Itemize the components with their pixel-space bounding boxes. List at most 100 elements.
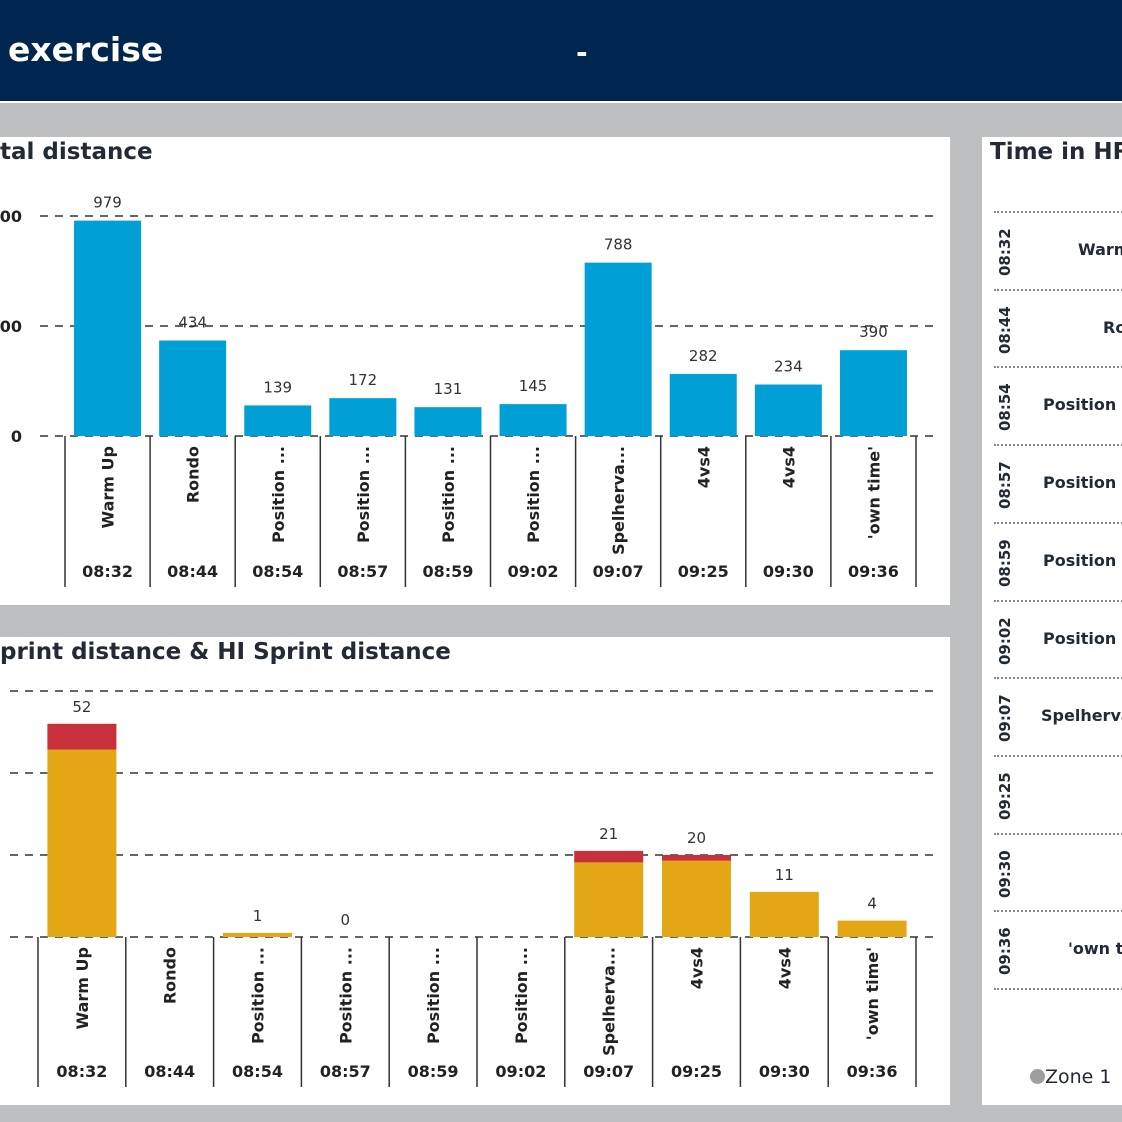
- category-label: Position ...: [269, 446, 288, 543]
- bar: [74, 220, 142, 436]
- data-label: 131: [434, 380, 463, 398]
- data-label: 434: [178, 314, 207, 332]
- chart-title: tal distance: [0, 139, 153, 165]
- bar: [499, 404, 567, 436]
- time-label: 08:59: [422, 562, 473, 581]
- total-distance-panel: tal distance 0 00 00 979 Warm Up 08:32 434 Rond…: [0, 137, 950, 605]
- hi-sprint-bar: [574, 850, 644, 863]
- row-divider: [994, 599, 1122, 602]
- time-label: 08:57: [337, 562, 388, 581]
- y-tick-label: 00: [0, 317, 22, 336]
- time-label: 09:07: [583, 1062, 634, 1081]
- row-time: 08:32: [996, 228, 1014, 276]
- row-time: 09:30: [996, 849, 1014, 898]
- time-in-hr-panel: Time in HR Zone 1 08:32 Warm 08:44 Ro 08:54 P…: [982, 137, 1122, 1105]
- bar: [244, 405, 312, 436]
- time-label: 09:02: [495, 1062, 546, 1081]
- data-label: 979: [93, 194, 122, 212]
- category-label: Warm Up: [99, 446, 118, 528]
- data-label: 0: [341, 911, 351, 929]
- category-label: 'own time': [864, 446, 883, 539]
- row-time: 09:07: [996, 694, 1014, 743]
- legend-label: Zone 1: [1045, 1066, 1112, 1088]
- time-label: 09:36: [848, 562, 899, 581]
- category-label: 'own time': [863, 947, 882, 1040]
- row-label: Ro: [1103, 317, 1122, 337]
- row-label: Position: [1043, 473, 1117, 493]
- time-label: 08:57: [320, 1062, 371, 1081]
- sprint-bar: [47, 749, 117, 937]
- time-label: 08:54: [232, 1062, 283, 1081]
- time-label: 09:30: [763, 562, 814, 581]
- time-label: 08:32: [56, 1062, 107, 1081]
- data-label: 4: [867, 895, 877, 913]
- time-label: 08:44: [167, 562, 218, 581]
- sprint-bar: [749, 891, 819, 937]
- time-label: 08:59: [408, 1062, 459, 1081]
- bar: [839, 350, 907, 436]
- sprint-bar: [662, 860, 731, 937]
- category-label: Position ...: [336, 947, 355, 1044]
- row-divider: [994, 288, 1122, 291]
- time-label: 09:25: [671, 1062, 722, 1081]
- row-time: 09:02: [996, 616, 1014, 665]
- page-title: exercise: [8, 30, 164, 69]
- data-label: 234: [774, 358, 803, 376]
- title-separator: -: [576, 36, 588, 69]
- category-label: Rondo: [184, 446, 203, 503]
- row-label: 'own t: [1068, 939, 1122, 959]
- row-label: Position: [1043, 395, 1117, 415]
- chart-title: print distance & HI Sprint distance: [0, 639, 451, 665]
- category-label: Position ...: [439, 446, 458, 543]
- row-time: 09:36: [996, 927, 1014, 976]
- data-label: 20: [687, 829, 706, 847]
- header-bar: exercise -: [0, 0, 1122, 103]
- row-label: Warm: [1078, 240, 1122, 259]
- category-label: Position ...: [424, 947, 443, 1044]
- sprint-distance-panel: print distance & HI Sprint distance 52 Wa…: [0, 637, 950, 1105]
- category-label: Warm Up: [73, 947, 92, 1029]
- y-tick-label: 0: [11, 427, 22, 446]
- data-label: 172: [349, 371, 378, 389]
- row-label: Position: [1043, 550, 1117, 570]
- row-divider: [994, 366, 1122, 369]
- category-label: Rondo: [161, 947, 180, 1004]
- chart-title: Time in HR: [990, 139, 1122, 165]
- time-label: 09:36: [847, 1062, 898, 1081]
- hi-sprint-bar: [47, 723, 117, 750]
- bar: [584, 262, 652, 436]
- time-label: 09:30: [759, 1062, 810, 1081]
- sprint-bar: [574, 862, 644, 937]
- row-time: 08:59: [996, 539, 1014, 587]
- legend-zone-1[interactable]: Zone 1: [1030, 1066, 1112, 1088]
- sprint-bar: [837, 920, 907, 937]
- data-label: 1: [253, 907, 263, 925]
- legend-dot-icon: [1030, 1069, 1045, 1084]
- data-label: 390: [859, 323, 888, 341]
- time-label: 09:02: [508, 562, 559, 581]
- bar: [414, 407, 482, 436]
- time-label: 09:25: [678, 562, 729, 581]
- row-divider: [994, 754, 1122, 757]
- category-label: Position ...: [354, 446, 373, 543]
- row-divider: [994, 988, 1122, 990]
- bar: [159, 340, 227, 436]
- category-label: Position ...: [524, 446, 543, 543]
- row-time: 08:54: [996, 383, 1014, 432]
- sprint-bar: [223, 932, 292, 937]
- y-tick-label: 00: [0, 207, 22, 226]
- time-label: 08:32: [82, 562, 133, 581]
- category-label: Position ...: [512, 947, 531, 1044]
- row-divider: [994, 444, 1122, 447]
- row-divider: [994, 521, 1122, 524]
- row-divider: [994, 211, 1122, 213]
- category-label: Spelherva...: [609, 446, 628, 555]
- row-divider: [994, 832, 1122, 835]
- data-label: 11: [775, 866, 794, 884]
- bar: [669, 373, 737, 436]
- time-label: 08:54: [252, 562, 303, 581]
- row-time: 09:25: [996, 772, 1014, 820]
- hi-sprint-bar: [662, 855, 731, 861]
- data-label: 145: [519, 377, 548, 395]
